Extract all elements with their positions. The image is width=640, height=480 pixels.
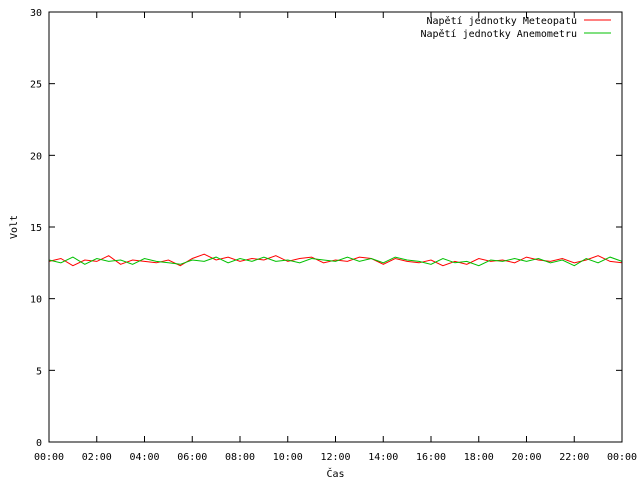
x-tick-label: 16:00 (416, 452, 446, 463)
x-tick-label: 14:00 (368, 452, 398, 463)
x-axis-label: Čas (326, 467, 344, 480)
x-tick-labels: 00:00 02:00 04:00 06:00 08:00 10:00 12:00 14:00… (34, 452, 637, 463)
y-tick-label: 0 (36, 438, 42, 449)
y-tick-label: 10 (30, 295, 42, 306)
x-tick-label: 02:00 (82, 452, 112, 463)
series-line-1 (48, 256, 623, 267)
x-tick-label: 12:00 (320, 452, 350, 463)
y-axis-label: Volt (9, 215, 20, 239)
y-tick-labels: 0 5 10 15 20 25 30 (30, 8, 42, 449)
plot-frame (48, 11, 623, 443)
y-tick-label: 25 (30, 80, 42, 91)
x-tick-label: 18:00 (464, 452, 494, 463)
x-tick-label: 00:00 (34, 452, 64, 463)
x-tick-label: 22:00 (559, 452, 589, 463)
x-tick-label: 00:00 (607, 452, 637, 463)
x-tick-label: 10:00 (273, 452, 303, 463)
y-tick-label: 15 (30, 223, 42, 234)
x-tick-label: 20:00 (511, 452, 541, 463)
x-tick-label: 04:00 (129, 452, 159, 463)
x-tick-label: 06:00 (177, 452, 207, 463)
legend-label: Napětí jednotky Meteopatu (426, 15, 577, 27)
legend-label: Napětí jednotky Anemometru (420, 28, 577, 40)
y-tick-label: 5 (36, 366, 42, 377)
y-tick-label: 20 (30, 151, 42, 162)
x-tick-label: 08:00 (225, 452, 255, 463)
series-lines (48, 253, 623, 267)
series-line-0 (48, 253, 623, 267)
y-tick-label: 30 (30, 8, 42, 19)
